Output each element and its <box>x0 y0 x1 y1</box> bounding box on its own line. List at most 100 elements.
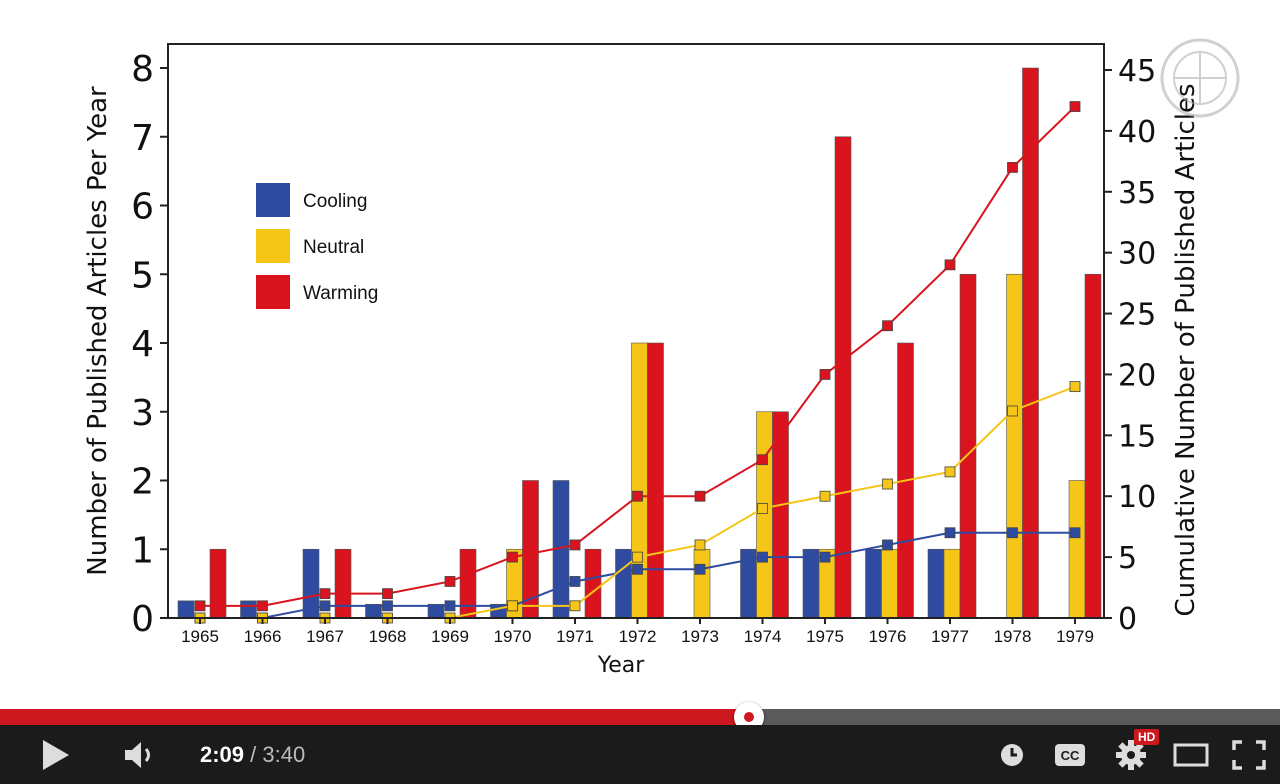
y2-tick-label: 5 <box>1118 541 1137 576</box>
y-tick-label: 5 <box>131 255 154 296</box>
bar-cooling <box>802 548 820 619</box>
y-tick-label: 7 <box>131 118 154 159</box>
bar-neutral <box>756 411 773 619</box>
bar-warming <box>334 548 352 619</box>
bar-cooling <box>927 548 945 619</box>
x-tick-label: 1975 <box>806 627 844 646</box>
control-bar: 2:09 / 3:40 CC HD <box>0 725 1280 784</box>
bar-warming <box>834 136 852 619</box>
bar-cooling <box>615 548 632 619</box>
gear-icon <box>1116 739 1146 770</box>
point-cooling <box>444 600 456 612</box>
y-tick-label: 4 <box>131 324 154 365</box>
point-cooling <box>757 551 768 563</box>
point-neutral <box>1069 381 1081 393</box>
point-neutral <box>944 466 956 478</box>
play-icon <box>43 739 69 770</box>
video-frame[interactable]: 0 1 2 3 4 5 6 7 8 0 5 10 15 20 25 30 35 40 45 1965 1966 1967 1… <box>0 0 1280 708</box>
y2-axis-title: Cumulative Number of Published Articles <box>1171 83 1201 616</box>
x-tick-label: 1970 <box>494 627 532 646</box>
legend-swatch-warming <box>256 275 290 309</box>
point-warming <box>819 369 831 380</box>
point-cooling <box>882 539 893 551</box>
theater-mode-button[interactable] <box>1166 725 1216 784</box>
bar-neutral <box>881 548 898 619</box>
point-neutral <box>757 502 768 514</box>
bar-warming <box>209 548 227 619</box>
point-cooling <box>1069 527 1081 539</box>
x-tick-label: 1974 <box>744 627 782 646</box>
bar-warming <box>959 273 977 619</box>
time-display: 2:09 / 3:40 <box>200 725 305 784</box>
bar-cooling <box>240 600 257 619</box>
hd-badge: HD <box>1134 729 1160 745</box>
bar-warming <box>459 548 477 619</box>
point-neutral <box>882 478 893 490</box>
captions-button[interactable]: CC <box>1048 725 1092 784</box>
y-axis-title: Number of Published Articles Per Year <box>83 86 113 576</box>
x-tick-label: 1976 <box>869 627 907 646</box>
point-neutral <box>632 551 643 563</box>
point-warming <box>444 576 456 587</box>
y-tick-label: 1 <box>131 530 154 571</box>
point-warming <box>257 600 268 612</box>
bar-neutral <box>693 548 711 619</box>
progress-played <box>0 709 749 725</box>
x-tick-label: 1966 <box>244 627 282 646</box>
legend-label-neutral: Neutral <box>303 237 364 258</box>
y2-tick-label: 35 <box>1118 176 1156 211</box>
x-tick-label: 1977 <box>931 627 969 646</box>
progress-bar[interactable] <box>0 702 1280 732</box>
time-separator: / <box>250 741 257 767</box>
point-neutral <box>1007 405 1018 417</box>
fullscreen-button[interactable] <box>1224 725 1274 784</box>
watch-later-button[interactable] <box>990 725 1034 784</box>
y2-tick-label: 20 <box>1118 358 1156 393</box>
settings-button[interactable] <box>1106 725 1156 784</box>
current-time: 2:09 <box>200 741 245 767</box>
point-cooling <box>819 551 831 563</box>
x-tick-label: 1971 <box>556 627 594 646</box>
theater-icon <box>1173 743 1209 766</box>
x-tick-label: 1973 <box>681 627 719 646</box>
bar-warming <box>584 548 602 619</box>
duration: 3:40 <box>262 741 306 767</box>
svg-text:CC: CC <box>1061 748 1080 763</box>
point-warming <box>1069 101 1081 112</box>
legend-label-cooling: Cooling <box>303 191 367 212</box>
x-tick-label: 1969 <box>431 627 469 646</box>
point-cooling <box>632 563 643 575</box>
plot-frame <box>167 43 1105 619</box>
x-tick-label: 1972 <box>619 627 657 646</box>
bar-cooling <box>177 600 195 619</box>
point-warming <box>319 588 331 600</box>
x-tick-label: 1965 <box>181 627 219 646</box>
bar-neutral <box>631 342 648 619</box>
x-tick-label: 1978 <box>994 627 1032 646</box>
y2-tick-label: 30 <box>1118 237 1156 272</box>
bar-neutral <box>943 548 961 619</box>
bar-cooling <box>865 548 882 619</box>
bar-neutral <box>1068 480 1086 619</box>
point-warming <box>944 259 956 271</box>
volume-button[interactable] <box>112 725 168 784</box>
point-warming <box>194 600 206 612</box>
point-warming <box>569 539 581 551</box>
clock-icon <box>1001 743 1023 766</box>
volume-icon <box>125 741 150 768</box>
point-warming <box>382 588 393 600</box>
point-neutral <box>569 600 581 612</box>
point-warming <box>757 454 768 466</box>
play-button[interactable] <box>28 725 84 784</box>
y-tick-label: 8 <box>131 49 154 90</box>
point-cooling <box>382 600 393 612</box>
bar-neutral <box>1006 273 1023 619</box>
y2-tick-label: 10 <box>1118 480 1156 515</box>
y-tick-label: 6 <box>131 187 154 228</box>
y-tick-label: 2 <box>131 462 154 503</box>
point-cooling <box>694 563 706 575</box>
legend-swatch-neutral <box>256 229 290 263</box>
legend-label-warming: Warming <box>303 283 378 304</box>
point-warming <box>507 551 518 563</box>
point-cooling <box>569 576 581 587</box>
